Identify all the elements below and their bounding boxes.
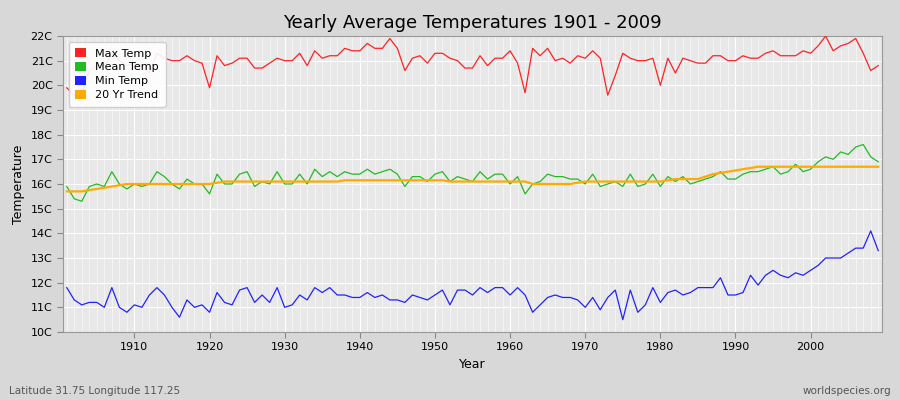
Text: worldspecies.org: worldspecies.org xyxy=(803,386,891,396)
Legend: Max Temp, Mean Temp, Min Temp, 20 Yr Trend: Max Temp, Mean Temp, Min Temp, 20 Yr Tre… xyxy=(68,42,166,107)
Title: Yearly Average Temperatures 1901 - 2009: Yearly Average Temperatures 1901 - 2009 xyxy=(284,14,662,32)
Y-axis label: Temperature: Temperature xyxy=(12,144,25,224)
X-axis label: Year: Year xyxy=(459,358,486,371)
Text: Latitude 31.75 Longitude 117.25: Latitude 31.75 Longitude 117.25 xyxy=(9,386,180,396)
